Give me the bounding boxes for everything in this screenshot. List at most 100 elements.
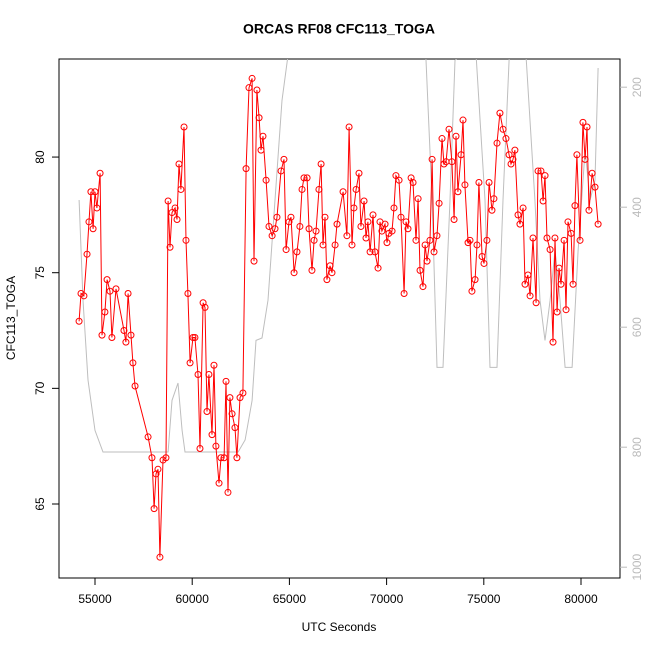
point [404,225,412,233]
series-line [78,78,599,558]
point [333,220,341,228]
point [490,195,498,203]
point [352,185,360,193]
point [428,155,436,163]
point [312,227,320,235]
y2-tick-label: 800 [630,437,644,457]
point [91,188,99,196]
point [426,236,434,244]
point [166,243,174,251]
point [257,146,265,154]
point [357,222,365,230]
point [521,280,529,288]
point [567,229,575,237]
point [452,132,460,140]
point [222,377,230,385]
point [310,236,318,244]
point [450,216,458,224]
x-axis-title: UTC Seconds [302,620,377,634]
point [208,431,216,439]
point [392,172,400,180]
point [265,222,273,230]
point [468,287,476,295]
point [514,211,522,219]
point [390,204,398,212]
point [199,299,207,307]
point [564,218,572,226]
point [212,442,220,450]
point [87,188,95,196]
point [96,169,104,177]
point [400,290,408,298]
point [539,197,547,205]
point [557,280,565,288]
point [127,331,135,339]
point [282,246,290,254]
point [445,125,453,133]
point [553,308,561,316]
point [83,250,91,258]
point [461,181,469,189]
point [579,118,587,126]
y-tick-label: 75 [33,266,47,280]
point [532,299,540,307]
point [534,167,542,175]
point [101,308,109,316]
point [388,227,396,235]
point [287,213,295,221]
point [277,167,285,175]
point [80,292,88,300]
point [499,125,507,133]
point [108,333,116,341]
point [585,206,593,214]
point [280,155,288,163]
point [519,204,527,212]
point [464,239,472,247]
point [435,199,443,207]
point [516,220,524,228]
point [152,470,160,478]
point [205,370,213,378]
point [326,262,334,270]
point [215,479,223,487]
point [412,236,420,244]
y-tick-label: 80 [33,150,47,164]
point [478,253,486,261]
point [217,454,225,462]
point [416,266,424,274]
point [321,213,329,221]
point [305,225,313,233]
point [409,179,417,187]
point [496,109,504,117]
point [355,169,363,177]
point [588,169,596,177]
point [383,239,391,247]
point [360,197,368,205]
point [454,188,462,196]
point [466,236,474,244]
y-tick-label: 70 [33,381,47,395]
point [129,359,137,367]
point [440,160,448,168]
point [328,269,336,277]
point [162,454,170,462]
point [473,241,481,249]
point [543,234,551,242]
point [242,165,250,173]
point [569,280,577,288]
point [203,407,211,415]
point [224,488,232,496]
point [555,264,563,272]
point [184,290,192,298]
point [296,222,304,230]
point [560,236,568,244]
point [573,151,581,159]
point [509,155,517,163]
point [529,234,537,242]
point [421,241,429,249]
point [319,241,327,249]
point [148,454,156,462]
point [248,74,256,82]
point [231,424,239,432]
